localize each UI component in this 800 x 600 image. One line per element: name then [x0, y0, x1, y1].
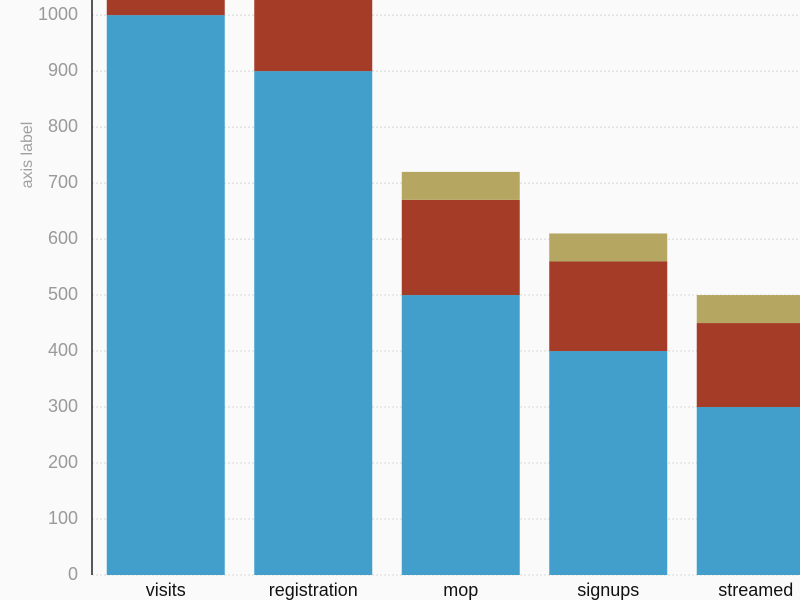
bar-segment: [696, 323, 800, 408]
y-tick-label: 0: [68, 564, 78, 584]
x-tick-label: mop: [443, 580, 478, 600]
y-tick-label: 800: [48, 116, 78, 136]
bar-segment: [696, 295, 800, 324]
y-tick-label: 300: [48, 396, 78, 416]
bar-segment: [254, 71, 373, 575]
x-tick-label: registration: [269, 580, 358, 600]
bar-segment: [254, 0, 373, 72]
bar-segment: [549, 261, 668, 352]
y-tick-label: 100: [48, 508, 78, 528]
bar-segment: [106, 0, 225, 16]
bar-segment: [401, 199, 520, 296]
x-tick-label: visits: [146, 580, 186, 600]
bar-segment: [401, 295, 520, 575]
bar-segment: [106, 15, 225, 576]
y-tick-label: 600: [48, 228, 78, 248]
bar-segment: [696, 407, 800, 575]
y-tick-label: 400: [48, 340, 78, 360]
y-tick-label: 900: [48, 60, 78, 80]
bar-segment: [401, 171, 520, 200]
x-tick-label: signups: [577, 580, 639, 600]
bar-segment: [549, 351, 668, 575]
x-tick-label: streamed: [718, 580, 793, 600]
y-tick-label: 500: [48, 284, 78, 304]
y-axis-title: axis label: [19, 122, 36, 189]
bar-segment: [549, 233, 668, 262]
y-tick-label: 700: [48, 172, 78, 192]
y-tick-label: 1000: [38, 4, 78, 24]
y-tick-label: 200: [48, 452, 78, 472]
